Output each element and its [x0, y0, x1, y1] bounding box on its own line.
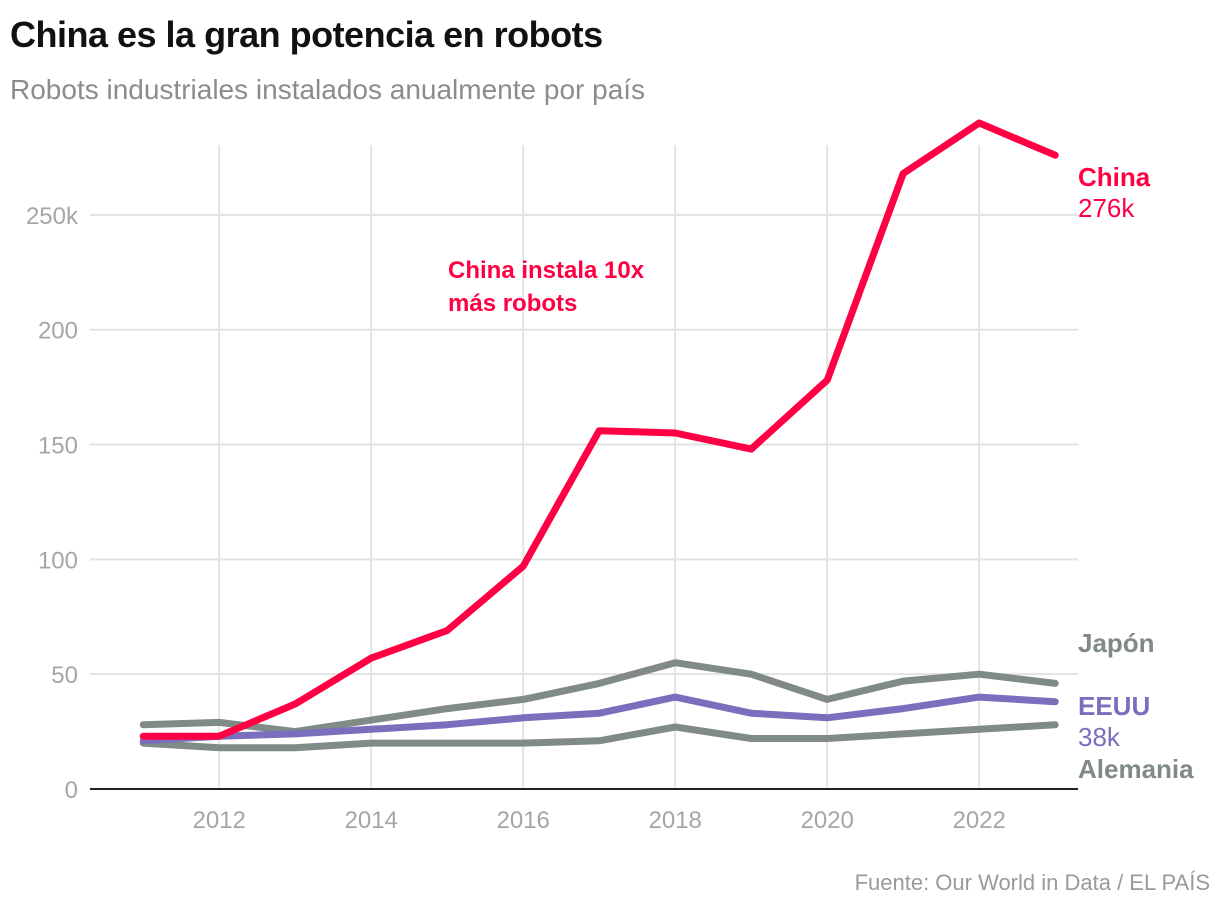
- series-line-china: [139, 119, 1059, 740]
- series-line-japon: [139, 659, 1059, 736]
- grid-x: [218, 145, 981, 789]
- x-tick-label: 2016: [497, 807, 550, 834]
- source-note: Fuente: Our World in Data / EL PAÍS: [854, 870, 1210, 895]
- y-tick-label: 0: [65, 777, 78, 804]
- series-label-alemania: Alemania: [1078, 754, 1194, 784]
- series-label-china: China: [1078, 162, 1151, 192]
- grid-y: [90, 213, 1078, 676]
- x-tick-label: 2020: [801, 807, 854, 834]
- y-axis-ticks: 0 50 100 150 200 250k: [26, 203, 79, 804]
- series-value-eeuu: 38k: [1078, 722, 1121, 752]
- series-label-japon: Japón: [1078, 628, 1155, 658]
- y-tick-label: 200: [38, 318, 78, 345]
- y-tick-label: 150: [38, 433, 78, 460]
- series-line-eeuu: [139, 693, 1059, 745]
- series-lines: [139, 119, 1059, 752]
- series-value-china: 276k: [1078, 193, 1135, 223]
- y-tick-label: 50: [51, 662, 78, 689]
- series-label-eeuu: EEUU: [1078, 691, 1150, 721]
- y-tick-label: 250k: [26, 203, 79, 230]
- chart-title: China es la gran potencia en robots: [10, 14, 603, 55]
- chart-subtitle: Robots industriales instalados anualment…: [10, 74, 646, 105]
- annotation-line-2: más robots: [448, 290, 577, 317]
- x-tick-label: 2012: [193, 807, 246, 834]
- series-line-alemania: [139, 721, 1059, 752]
- y-tick-label: 100: [38, 547, 78, 574]
- x-axis-ticks: 2012 2014 2016 2018 2020 2022: [193, 807, 1006, 834]
- x-tick-label: 2018: [649, 807, 702, 834]
- x-tick-label: 2022: [953, 807, 1006, 834]
- x-tick-label: 2014: [345, 807, 398, 834]
- annotation-line-1: China instala 10x: [448, 257, 645, 284]
